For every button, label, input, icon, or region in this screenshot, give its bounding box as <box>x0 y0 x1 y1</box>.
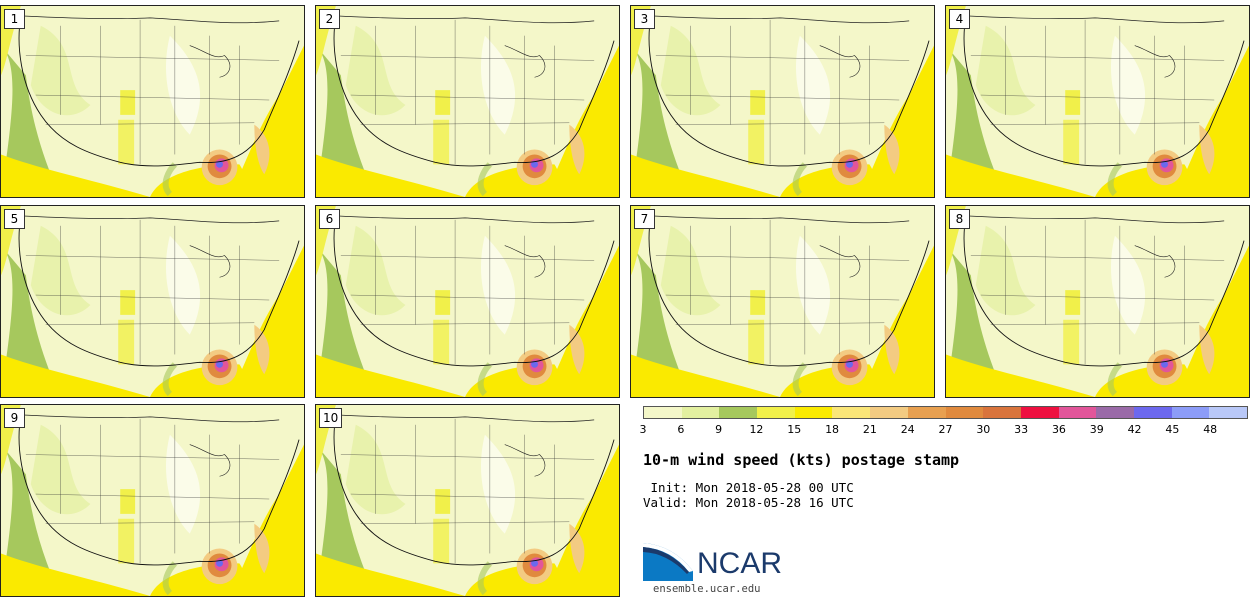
member-label: 6 <box>319 209 340 229</box>
colorbar-tick-label: 42 <box>1127 423 1142 436</box>
member-label: 2 <box>319 9 340 29</box>
colorbar-swatch <box>1209 407 1247 418</box>
colorbar-tick-label: 15 <box>787 423 802 436</box>
colorbar-tick-label: 27 <box>938 423 953 436</box>
member-panel-2: 2 <box>315 5 620 198</box>
site-url: ensemble.ucar.edu <box>653 583 761 595</box>
colorbar-swatch <box>832 407 871 418</box>
member-panel-8: 8 <box>945 205 1250 398</box>
colorbar-swatch <box>1020 407 1059 418</box>
member-panel-10: 10 <box>315 404 620 597</box>
colorbar-swatch <box>870 407 908 418</box>
colorbar-tick-label: 30 <box>976 423 991 436</box>
colorbar-tick-label: 45 <box>1165 423 1180 436</box>
member-label: 4 <box>949 9 970 29</box>
colorbar-swatch <box>907 407 946 418</box>
init-time: Init: Mon 2018-05-28 00 UTC <box>643 480 854 495</box>
colorbar-swatch <box>757 407 795 418</box>
member-label: 9 <box>4 408 25 428</box>
colorbar-swatch <box>681 407 720 418</box>
colorbar-tick-label: 39 <box>1089 423 1104 436</box>
colorbar-tick-label: 18 <box>825 423 840 436</box>
member-label: 10 <box>319 408 343 428</box>
member-panel-3: 3 <box>630 5 935 198</box>
colorbar-tick-label: 3 <box>639 423 647 436</box>
member-panel-6: 6 <box>315 205 620 398</box>
colorbar-tick-label: 36 <box>1051 423 1066 436</box>
member-label: 1 <box>4 9 25 29</box>
colorbar-tick-label: 21 <box>862 423 877 436</box>
member-panel-7: 7 <box>630 205 935 398</box>
colorbar-swatch <box>945 407 984 418</box>
colorbar-tick-label: 6 <box>677 423 685 436</box>
logo-wordmark: NCAR <box>697 547 783 580</box>
member-label: 7 <box>634 209 655 229</box>
member-panel-5: 5 <box>0 205 305 398</box>
colorbar-tick-label: 48 <box>1203 423 1218 436</box>
member-label: 3 <box>634 9 655 29</box>
colorbar-swatch <box>1133 407 1172 418</box>
plot-title: 10-m wind speed (kts) postage stamp <box>643 451 960 469</box>
colorbar-swatch <box>1096 407 1134 418</box>
member-label: 8 <box>949 209 970 229</box>
colorbar-swatch <box>1058 407 1097 418</box>
colorbar-swatch <box>983 407 1021 418</box>
colorbar-tick-label: 24 <box>900 423 915 436</box>
colorbar-swatch <box>644 407 682 418</box>
colorbar-swatch <box>794 407 833 418</box>
colorbar-swatch <box>1171 407 1210 418</box>
member-panel-9: 9 <box>0 404 305 597</box>
member-panel-4: 4 <box>945 5 1250 198</box>
colorbar-tick-label: 9 <box>715 423 723 436</box>
valid-time: Valid: Mon 2018-05-28 16 UTC <box>643 495 854 510</box>
colorbar-tick-label: 33 <box>1014 423 1029 436</box>
colorbar-ticks: 3 6 9 12 15 18 21 24 27 30 33 36 39 42 45 48 <box>639 423 1248 439</box>
colorbar-swatch <box>719 407 758 418</box>
member-label: 5 <box>4 209 25 229</box>
colorbar <box>643 406 1248 419</box>
colorbar-tick-label: 12 <box>749 423 764 436</box>
member-panel-1: 1 <box>0 5 305 198</box>
ncar-logo-icon <box>643 543 693 581</box>
